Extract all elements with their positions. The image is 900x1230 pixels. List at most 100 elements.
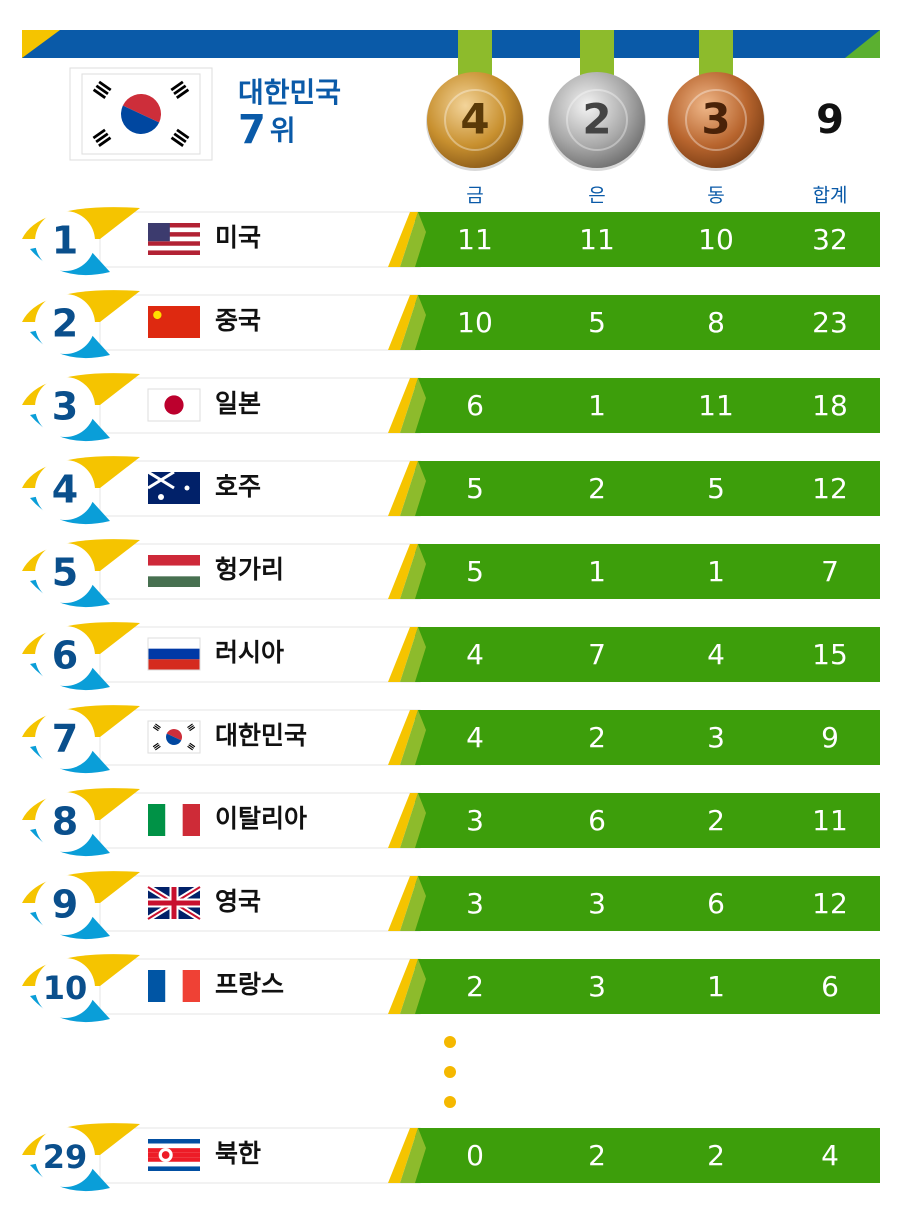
decor — [388, 544, 418, 599]
flag-part — [184, 485, 190, 491]
medal-bronze: 10 — [698, 223, 734, 256]
flag-part — [152, 742, 159, 748]
medal-gold: 10 — [457, 306, 493, 339]
flag-part — [148, 1157, 200, 1162]
row: 8 이탈리아 3 6 2 11 — [22, 788, 880, 857]
medal-bronze: 5 — [707, 472, 725, 505]
flag-part — [187, 745, 193, 751]
medal — [549, 72, 645, 168]
flag-part — [187, 723, 193, 729]
flag-part — [188, 725, 194, 730]
decor — [388, 876, 418, 931]
row-values-bg — [415, 461, 880, 516]
rank: 29 — [43, 1138, 88, 1176]
flag-part — [148, 1143, 200, 1149]
row: 3 일본 6 1 11 18 — [22, 373, 880, 442]
rank-badge — [35, 460, 95, 520]
medal-silver: 1 — [588, 389, 606, 422]
flag-part — [148, 555, 200, 566]
medal-silver: 1 — [588, 555, 606, 588]
decor — [400, 212, 426, 267]
flag-part — [98, 136, 112, 147]
medal-total: 12 — [812, 887, 848, 920]
decor — [400, 544, 426, 599]
country: 대한민국 — [215, 721, 307, 750]
top-band — [22, 30, 880, 58]
medal-bronze: 1 — [707, 555, 725, 588]
flag — [148, 306, 200, 338]
flag-part — [188, 744, 195, 749]
flag-part — [148, 241, 200, 246]
ellipsis-dot — [444, 1036, 456, 1048]
country: 러시아 — [215, 638, 284, 667]
flag-part — [148, 576, 200, 587]
flag-part — [182, 970, 200, 1002]
flag-part — [173, 132, 187, 144]
medal-silver: 5 — [588, 306, 606, 339]
flag-part — [154, 725, 160, 730]
flag-part — [95, 132, 109, 144]
flag-part — [164, 395, 184, 415]
rank: 3 — [52, 385, 78, 429]
rank: 2 — [52, 302, 78, 346]
flag-part — [152, 726, 159, 732]
flag-part — [155, 745, 161, 751]
row: 29 북한 0 2 2 4 — [22, 1123, 880, 1192]
row-values-bg — [415, 544, 880, 599]
ribbon — [458, 30, 492, 80]
flag-part — [148, 638, 200, 649]
country: 호주 — [215, 472, 261, 501]
flag-part — [158, 493, 164, 500]
decor — [400, 1128, 426, 1183]
flag — [147, 720, 201, 754]
column-label: 합계 — [813, 185, 848, 207]
flag-part — [189, 742, 196, 748]
medal-gold: 0 — [466, 1139, 484, 1172]
decor — [400, 295, 426, 350]
flag-part — [148, 565, 200, 577]
flag — [148, 804, 200, 836]
rank-suffix: 위 — [270, 114, 296, 147]
ribbon — [699, 30, 733, 80]
flag-part — [148, 648, 200, 660]
medal-silver: 2 — [588, 721, 606, 754]
medal-gold: 4 — [466, 721, 484, 754]
row-values-bg — [415, 212, 880, 267]
flag-part — [189, 726, 196, 732]
row: 2 중국 10 5 8 23 — [22, 290, 880, 359]
row-values-bg — [415, 295, 880, 350]
row-values-bg — [415, 793, 880, 848]
row: 5 헝가리 5 1 1 7 — [22, 539, 880, 608]
decor — [22, 30, 60, 58]
medal-silver: 11 — [579, 223, 615, 256]
flag-part — [148, 223, 170, 242]
medal-total: 23 — [812, 306, 848, 339]
flag-part — [98, 80, 112, 92]
flag-part — [155, 723, 161, 729]
medal-total: 32 — [812, 223, 848, 256]
medal-silver: 3 — [588, 887, 606, 920]
medal-inner — [444, 89, 506, 151]
row-values-bg — [415, 959, 880, 1014]
flag-part — [165, 970, 183, 1002]
medal-bronze: 6 — [707, 887, 725, 920]
medal-total: 7 — [821, 555, 839, 588]
rank: 10 — [43, 969, 88, 1007]
medal-total: 4 — [821, 1139, 839, 1172]
row-values-bg — [415, 378, 880, 433]
decor — [388, 212, 418, 267]
flag-part — [166, 733, 182, 745]
rank: 7 — [52, 717, 78, 761]
medal-inner — [685, 89, 747, 151]
medal-total: 11 — [812, 804, 848, 837]
medal-bronze: 1 — [707, 970, 725, 1003]
medal — [427, 72, 523, 168]
decor — [388, 793, 418, 848]
medal-count: 4 — [460, 95, 489, 144]
rank: 1 — [52, 219, 78, 263]
flag — [148, 1139, 200, 1171]
rank-badge — [35, 792, 95, 852]
flag-part — [182, 804, 200, 836]
row-values-bg — [415, 710, 880, 765]
